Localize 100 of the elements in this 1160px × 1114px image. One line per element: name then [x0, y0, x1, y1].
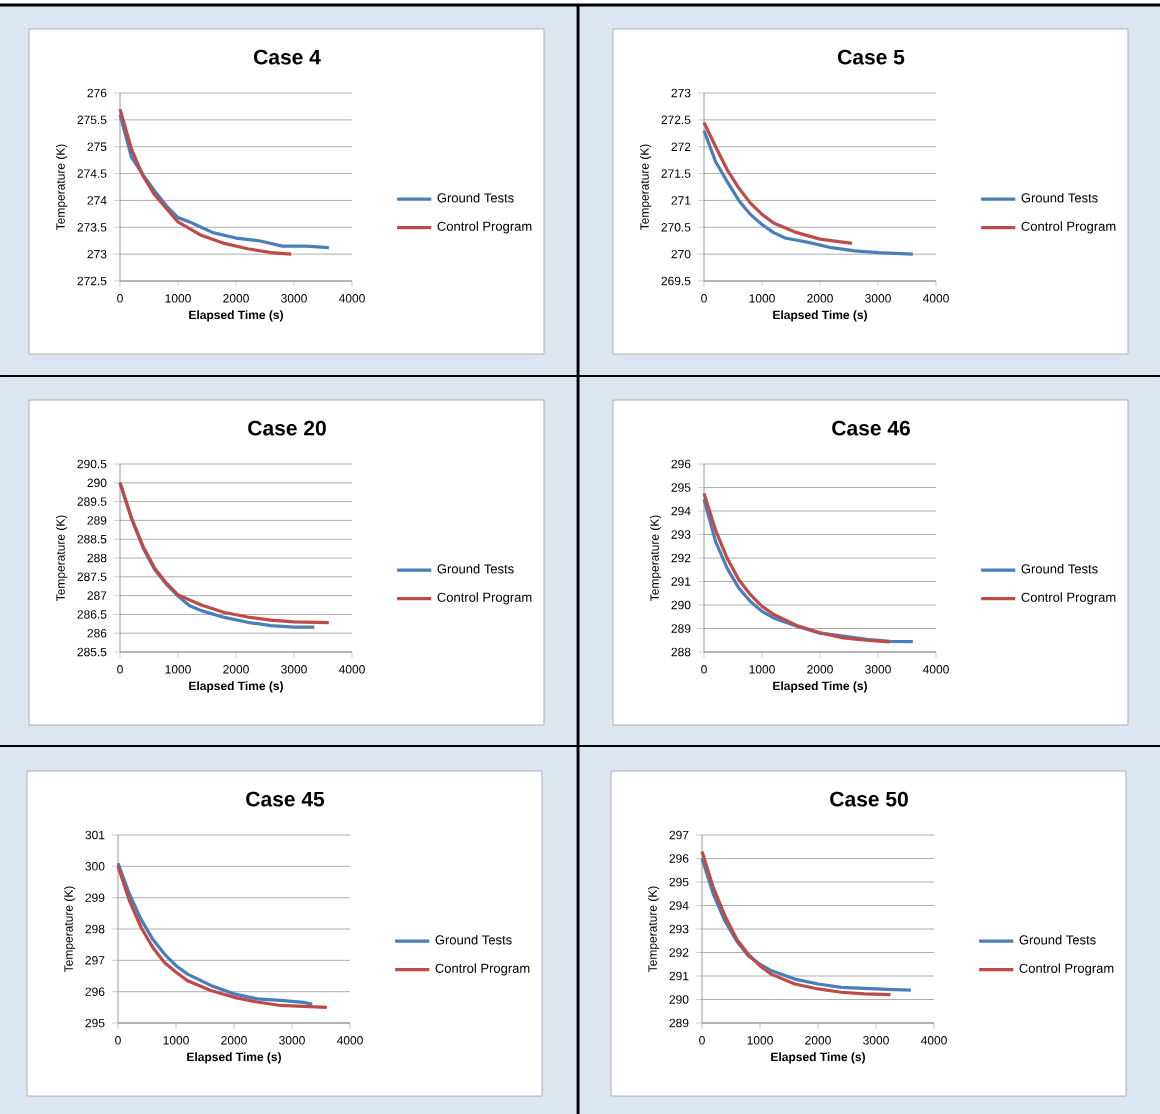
y-tick-label: 273	[87, 249, 107, 259]
y-tick-label: 269.5	[661, 276, 691, 286]
y-tick-label: 272.5	[77, 276, 107, 286]
x-axis-title: Elapsed Time (s)	[773, 310, 867, 322]
y-tick-label: 290	[669, 995, 689, 1004]
x-tick-label: 4000	[920, 1036, 947, 1045]
x-tick-label: 3000	[863, 1036, 889, 1045]
y-tick-label: 271	[671, 196, 691, 205]
line-series	[700, 849, 893, 997]
legend-label: Ground Tests	[1021, 192, 1098, 203]
y-tick-label: 297	[669, 830, 689, 840]
chart-title: Case 45	[246, 791, 325, 807]
x-tick-label: 2000	[807, 665, 833, 674]
y-tick-label: 275	[87, 142, 107, 151]
y-tick-label: 272	[671, 142, 691, 151]
x-tick-label: 4000	[338, 294, 365, 303]
y-tick-label: 289	[669, 1018, 689, 1028]
y-tick-label: 295	[85, 1018, 105, 1028]
x-axis-title: Elapsed Time (s)	[771, 1052, 865, 1064]
y-tick-label: 296	[671, 459, 691, 469]
y-tick-label: 287.5	[77, 572, 107, 582]
chart-title: Case 4	[254, 49, 321, 65]
x-tick-label: 0	[699, 1036, 705, 1045]
x-tick-label: 0	[701, 294, 707, 303]
x-tick-label: 2000	[223, 665, 249, 674]
x-axis-title: Elapsed Time (s)	[189, 310, 283, 322]
legend-label: Control Program	[437, 221, 532, 234]
y-tick-label: 274.5	[77, 169, 107, 178]
x-tick-label: 0	[117, 294, 123, 303]
y-tick-label: 291	[671, 577, 691, 586]
y-tick-label: 288.5	[77, 534, 107, 544]
y-tick-label: 285.5	[77, 647, 107, 657]
y-tick-label: 296	[85, 987, 105, 996]
y-tick-label: 275.5	[77, 115, 107, 125]
y-tick-label: 292	[669, 948, 689, 957]
legend-label: Control Program	[1021, 592, 1116, 605]
legend-label: Control Program	[437, 592, 532, 605]
y-tick-label: 300	[85, 862, 105, 871]
x-tick-label: 1000	[165, 294, 191, 303]
y-tick-label: 273.5	[77, 223, 107, 232]
y-tick-label: 289	[87, 516, 107, 525]
legend-label: Ground Tests	[1019, 934, 1096, 945]
legend-label: Ground Tests	[437, 192, 514, 203]
y-tick-label: 297	[85, 956, 105, 965]
y-tick-label: 290.5	[77, 459, 107, 469]
chart-title: Case 5	[838, 49, 905, 65]
y-tick-label: 295	[669, 877, 689, 887]
y-axis-title: Temperature (K)	[55, 515, 68, 602]
legend-label: Ground Tests	[437, 563, 514, 574]
y-axis-title: Temperature (K)	[639, 144, 652, 231]
y-tick-label: 293	[671, 530, 691, 539]
x-tick-label: 4000	[336, 1036, 363, 1045]
y-tick-label: 292	[671, 553, 691, 563]
y-tick-label: 288	[87, 553, 107, 563]
y-tick-label: 286	[87, 628, 107, 638]
y-axis-title: Temperature (K)	[647, 886, 660, 973]
legend-label: Ground Tests	[1021, 563, 1098, 574]
chart-title: Case 50	[830, 791, 908, 807]
x-tick-label: 3000	[865, 665, 891, 674]
x-tick-label: 1000	[749, 294, 775, 303]
x-tick-label: 3000	[281, 294, 307, 303]
x-tick-label: 3000	[279, 1036, 305, 1045]
y-tick-label: 290	[87, 478, 107, 488]
y-tick-label: 287	[87, 591, 107, 600]
x-axis-title: Elapsed Time (s)	[773, 681, 867, 693]
y-axis-title: Temperature (K)	[649, 515, 662, 602]
y-tick-label: 296	[669, 854, 689, 863]
chart-title: Case 46	[832, 420, 910, 436]
y-tick-label: 295	[671, 483, 691, 492]
y-axis-title: Temperature (K)	[55, 144, 68, 231]
y-tick-label: 271.5	[661, 169, 691, 178]
x-tick-label: 1000	[165, 665, 191, 674]
y-axis-title: Temperature (K)	[63, 886, 76, 973]
y-tick-label: 290	[671, 600, 691, 610]
chart-title: Case 20	[248, 420, 326, 436]
x-tick-label: 0	[115, 1036, 121, 1045]
y-tick-label: 288	[671, 647, 691, 657]
x-tick-label: 4000	[338, 665, 365, 674]
x-tick-label: 2000	[221, 1036, 247, 1045]
y-tick-label: 273	[671, 88, 691, 98]
y-tick-label: 291	[669, 971, 689, 981]
y-tick-label: 298	[85, 924, 105, 934]
y-tick-label: 272.5	[661, 115, 691, 125]
legend-label: Control Program	[1019, 963, 1114, 976]
y-tick-label: 270	[671, 249, 691, 259]
y-tick-label: 289	[671, 624, 691, 633]
x-axis-title: Elapsed Time (s)	[187, 1052, 281, 1064]
x-tick-label: 1000	[749, 665, 775, 674]
y-tick-label: 294	[671, 506, 691, 516]
y-tick-label: 301	[85, 830, 105, 840]
x-tick-label: 2000	[805, 1036, 831, 1045]
y-tick-label: 289.5	[77, 497, 107, 506]
y-tick-label: 294	[669, 901, 689, 910]
x-tick-label: 3000	[281, 665, 307, 674]
x-tick-label: 4000	[922, 294, 949, 303]
x-tick-label: 1000	[747, 1036, 773, 1045]
x-axis-title: Elapsed Time (s)	[189, 681, 283, 693]
y-tick-label: 286.5	[77, 610, 107, 619]
line-series	[702, 120, 854, 246]
x-tick-label: 0	[701, 665, 707, 674]
